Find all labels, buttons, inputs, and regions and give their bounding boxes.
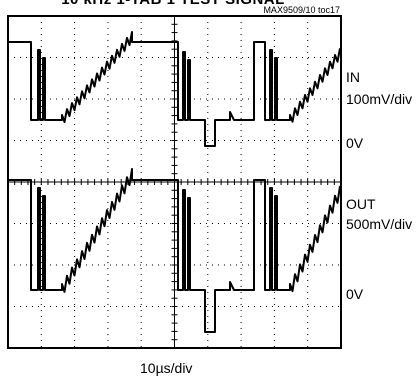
- out-channel-label: OUT: [346, 196, 376, 212]
- figure-code: MAX9509/10 toc17: [263, 5, 340, 15]
- in-trace: [8, 31, 341, 147]
- in-channel-scale: 100mV/div: [346, 91, 413, 107]
- waveform-traces: [8, 31, 341, 333]
- out-zero-label: 0V: [346, 286, 364, 302]
- chart-title: 10 kHz 1-TAB 1 TEST SIGNAL: [0, 0, 346, 8]
- in-zero-label: 0V: [346, 135, 364, 151]
- graticule-grid: [7, 15, 342, 349]
- in-channel-label: IN: [346, 69, 360, 85]
- out-trace: [8, 168, 341, 333]
- time-scale-label: 10µs/div: [140, 360, 193, 376]
- out-channel-scale: 500mV/div: [346, 216, 413, 232]
